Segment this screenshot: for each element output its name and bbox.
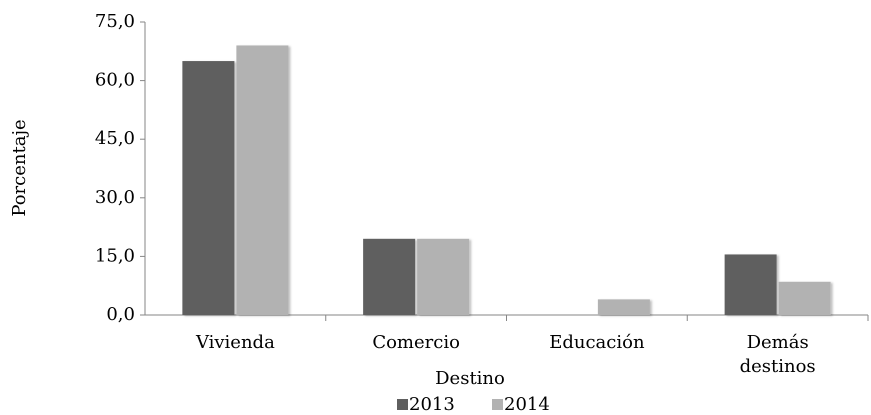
legend-label: 2013	[409, 394, 455, 415]
x-tick-label: Comercio	[372, 332, 460, 353]
y-tick-label: 45,0	[95, 128, 135, 149]
bar	[236, 45, 289, 315]
y-tick-label: 75,0	[95, 11, 135, 32]
legend-swatch	[397, 399, 408, 410]
y-tick-label: 15,0	[95, 245, 135, 266]
x-tick-label: Demás destinos	[740, 332, 816, 377]
bar	[363, 238, 416, 315]
legend-swatch	[492, 399, 503, 410]
x-tick-label: Educación	[549, 332, 645, 353]
y-tick-label: 60,0	[95, 70, 135, 91]
y-tick-label: 0,0	[106, 304, 135, 325]
bar	[417, 238, 470, 315]
bar	[182, 61, 235, 315]
x-tick-label: Vivienda	[195, 332, 275, 353]
y-tick-label: 30,0	[95, 187, 135, 208]
bar	[724, 254, 777, 315]
bar	[597, 299, 650, 315]
y-axis-title: Porcentaje	[9, 119, 30, 216]
bar	[778, 281, 831, 315]
x-axis-title: Destino	[435, 368, 505, 389]
legend-label: 2014	[504, 394, 550, 415]
